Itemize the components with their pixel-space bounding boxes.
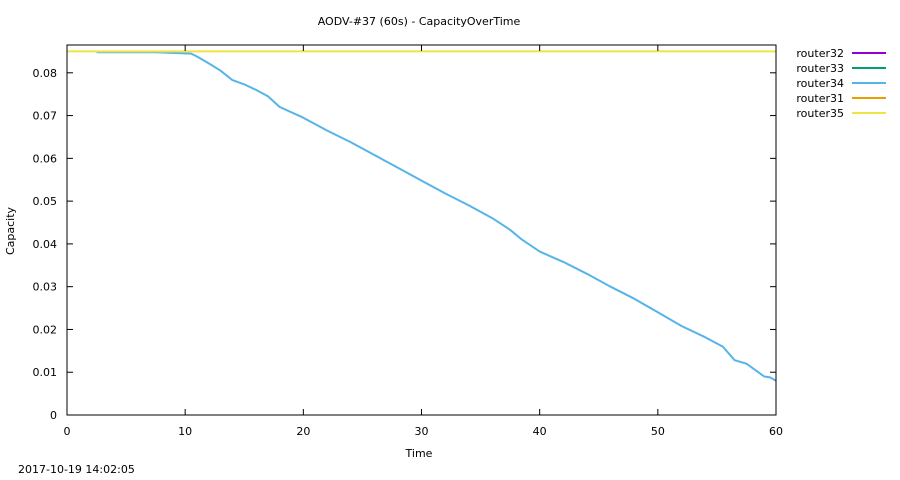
y-tick-label: 0.03	[33, 281, 58, 294]
plot-lines	[67, 50, 777, 382]
x-tick-label: 20	[296, 425, 310, 438]
legend-label-router32: router32	[796, 47, 844, 60]
y-tick-label: 0.08	[33, 67, 58, 80]
x-tick-label: 50	[651, 425, 665, 438]
plot-frame	[66, 44, 777, 416]
legend: router32 router33 router34 router31 router35	[796, 47, 886, 120]
axis-ticks	[66, 45, 777, 416]
y-tick-label: 0.02	[33, 323, 58, 336]
x-tick-label: 30	[415, 425, 429, 438]
legend-label-router34: router34	[796, 77, 844, 90]
legend-label-router31: router31	[796, 92, 844, 105]
y-tick-label: 0.05	[33, 195, 58, 208]
legend-label-router33: router33	[796, 62, 844, 75]
y-tick-label: 0.04	[33, 238, 58, 251]
x-tick-label: 40	[533, 425, 547, 438]
y-tick-label: 0	[50, 409, 57, 422]
series-line-router34	[96, 51, 777, 382]
x-tick-label: 0	[64, 425, 71, 438]
timestamp: 2017-10-19 14:02:05	[18, 463, 135, 476]
x-axis-label: Time	[405, 447, 433, 460]
y-axis-label: Capacity	[4, 206, 17, 255]
y-tick-label: 0.07	[33, 110, 58, 123]
x-tick-label: 60	[769, 425, 783, 438]
y-tick-label: 0.01	[33, 366, 58, 379]
x-tick-label: 10	[178, 425, 192, 438]
y-tick-label: 0.06	[33, 152, 58, 165]
legend-label-router35: router35	[796, 107, 844, 120]
chart-title: AODV-#37 (60s) - CapacityOverTime	[318, 15, 521, 28]
axis-tick-labels: 0 10 20 30 40 50 60 0 0.01 0.02 0.03 0.04 0.05 0.06 0.…	[33, 67, 784, 438]
